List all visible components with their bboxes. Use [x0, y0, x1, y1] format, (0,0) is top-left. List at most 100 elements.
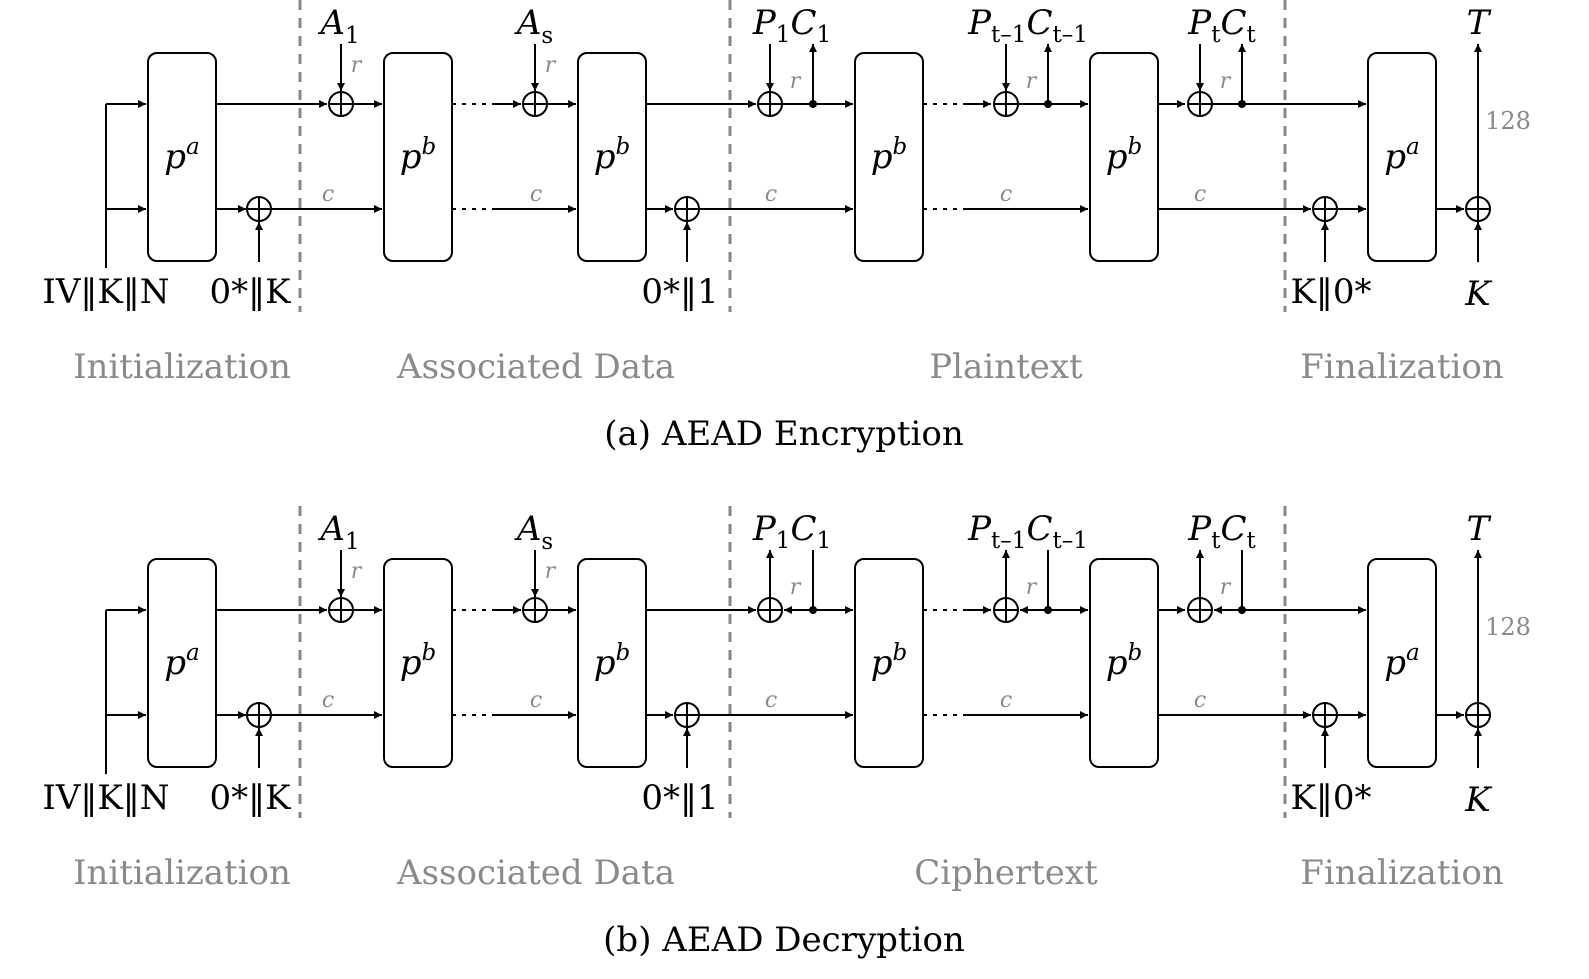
xor-msg-t	[1187, 91, 1213, 117]
capacity-label-2: c	[530, 688, 542, 713]
msg-t-1-junction	[1044, 100, 1052, 108]
xor-msg-t-1	[993, 597, 1019, 623]
msg-1-label-c-index: 1	[816, 22, 831, 48]
block-ad-s-label-main: p	[594, 137, 616, 177]
msg-t-1-label-p-index: t–1	[991, 22, 1026, 48]
rate-label-ad-s: r	[545, 559, 557, 584]
ad-s-label: As	[514, 3, 553, 49]
block-ad-s	[577, 558, 647, 768]
phase-label-2: Plaintext	[929, 347, 1083, 387]
block-final-label: pa	[1384, 134, 1419, 177]
block-ad-1-label-index: b	[422, 640, 437, 666]
ad-1-label-main: A	[317, 3, 345, 43]
block-init-label-index: a	[186, 640, 200, 666]
msg-t-junction	[1238, 606, 1246, 614]
capacity-label-4: c	[1000, 688, 1012, 713]
msg-t-label-p-index: t	[1211, 528, 1221, 554]
tag-key-label: K	[1464, 274, 1493, 314]
block-msg-t	[1089, 52, 1159, 262]
xor-final-key	[1312, 702, 1338, 728]
phase-label-1: Associated Data	[396, 347, 675, 387]
block-msg-t-label-index: b	[1128, 640, 1143, 666]
capacity-label-3: c	[765, 688, 777, 713]
msg-t-label-c-index: t	[1246, 22, 1256, 48]
tag-bits-label: 128	[1485, 107, 1531, 135]
block-msg-1-label-index: b	[893, 134, 908, 160]
final-key-label: K‖0*	[1290, 778, 1371, 818]
block-ad-1-label: pb	[400, 640, 437, 683]
msg-t-1-label-p: P	[967, 509, 992, 549]
block-msg-1-label: pb	[871, 134, 908, 177]
msg-1-junction	[809, 606, 817, 614]
block-ad-1-label-main: p	[400, 137, 422, 177]
block-msg-t-label-main: p	[1106, 137, 1128, 177]
block-msg-1	[854, 558, 924, 768]
block-msg-1-label-main: p	[871, 137, 893, 177]
block-msg-1-label-index: b	[893, 640, 908, 666]
ad-s-label-main: A	[514, 509, 542, 549]
ad-1-label: A1	[317, 509, 359, 555]
block-ad-s	[577, 52, 647, 262]
block-ad-s-label-index: b	[616, 640, 631, 666]
capacity-label-3: c	[765, 182, 777, 207]
msg-t-1-label-c: C	[1026, 509, 1052, 549]
block-final-label-index: a	[1406, 640, 1420, 666]
msg-t-label-p: P	[1187, 509, 1212, 549]
ad-1-label-index: 1	[345, 23, 360, 49]
xor-ad-s	[522, 597, 548, 623]
block-ad-s-label-main: p	[594, 643, 616, 683]
phase-label-0: Initialization	[73, 347, 291, 387]
capacity-label-2: c	[530, 182, 542, 207]
msg-1-label-p-index: 1	[776, 528, 791, 554]
rate-label-msg-t: r	[1220, 575, 1232, 600]
block-ad-s-label: pb	[594, 640, 631, 683]
msg-t-label-c-index: t	[1246, 528, 1256, 554]
msg-1-label: P1C1	[752, 509, 831, 554]
rate-label-msg-t-1: r	[1026, 575, 1038, 600]
rate-label-msg-t-1: r	[1026, 69, 1038, 94]
final-key-label: K‖0*	[1290, 272, 1371, 312]
ad-s-label-main: A	[514, 3, 542, 43]
msg-1-label-p: P	[752, 3, 777, 43]
rate-label-ad-1: r	[351, 559, 363, 584]
capacity-label-4: c	[1000, 182, 1012, 207]
block-init	[147, 52, 217, 262]
capacity-label-1: c	[322, 688, 334, 713]
block-init-label: pa	[164, 640, 199, 683]
xor-msg-t	[1187, 597, 1213, 623]
block-ad-s-label-index: b	[616, 134, 631, 160]
rate-label-ad-s: r	[545, 53, 557, 78]
block-msg-1-label-main: p	[871, 643, 893, 683]
msg-t-1-label: Pt–1Ct–1	[967, 509, 1088, 554]
phase-label-3: Finalization	[1300, 853, 1503, 893]
msg-t-1-label-p: P	[967, 3, 992, 43]
init-key-label: 0*‖K	[209, 272, 291, 312]
msg-1-label: P1C1	[752, 3, 831, 48]
msg-t-junction	[1238, 100, 1246, 108]
block-msg-t	[1089, 558, 1159, 768]
block-init-label-main: p	[164, 643, 186, 683]
xor-msg-1	[757, 91, 783, 117]
msg-t-label-p: P	[1187, 3, 1212, 43]
msg-t-label-c: C	[1220, 3, 1246, 43]
rate-label-ad-1: r	[351, 53, 363, 78]
diagram-caption: (b) AEAD Decryption	[603, 920, 965, 960]
ad-1-label: A1	[317, 3, 359, 49]
msg-1-label-p: P	[752, 509, 777, 549]
block-msg-1	[854, 52, 924, 262]
block-msg-t-label: pb	[1106, 640, 1143, 683]
block-msg-1-label: pb	[871, 640, 908, 683]
block-ad-1	[383, 558, 453, 768]
xor-ad-1	[328, 597, 354, 623]
xor-msg-1	[757, 597, 783, 623]
xor-ad-1	[328, 91, 354, 117]
msg-t-1-label-p-index: t–1	[991, 528, 1026, 554]
xor-init-key	[246, 702, 272, 728]
msg-1-label-c: C	[790, 509, 816, 549]
tag-label: T	[1467, 3, 1492, 43]
xor-domain-sep	[674, 196, 700, 222]
msg-1-label-p-index: 1	[776, 22, 791, 48]
